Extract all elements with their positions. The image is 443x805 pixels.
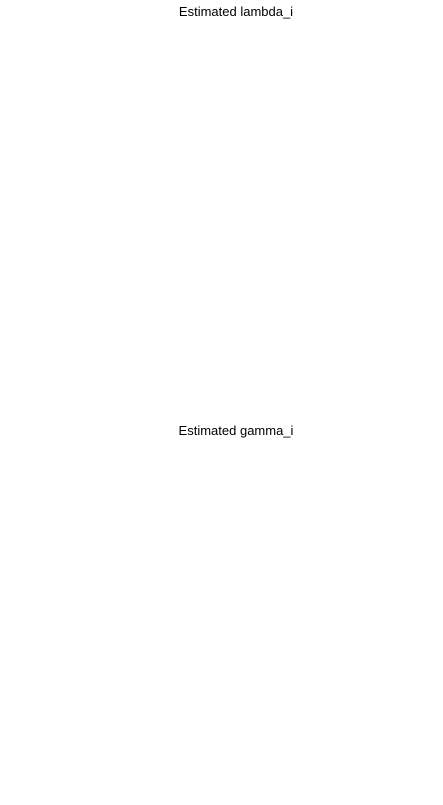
chart-title: Estimated lambda_i [179,4,293,19]
chart-gamma: Estimated gamma_i [179,423,294,438]
chart-lambda: Estimated lambda_i [179,4,293,19]
chart-title: Estimated gamma_i [179,423,294,438]
